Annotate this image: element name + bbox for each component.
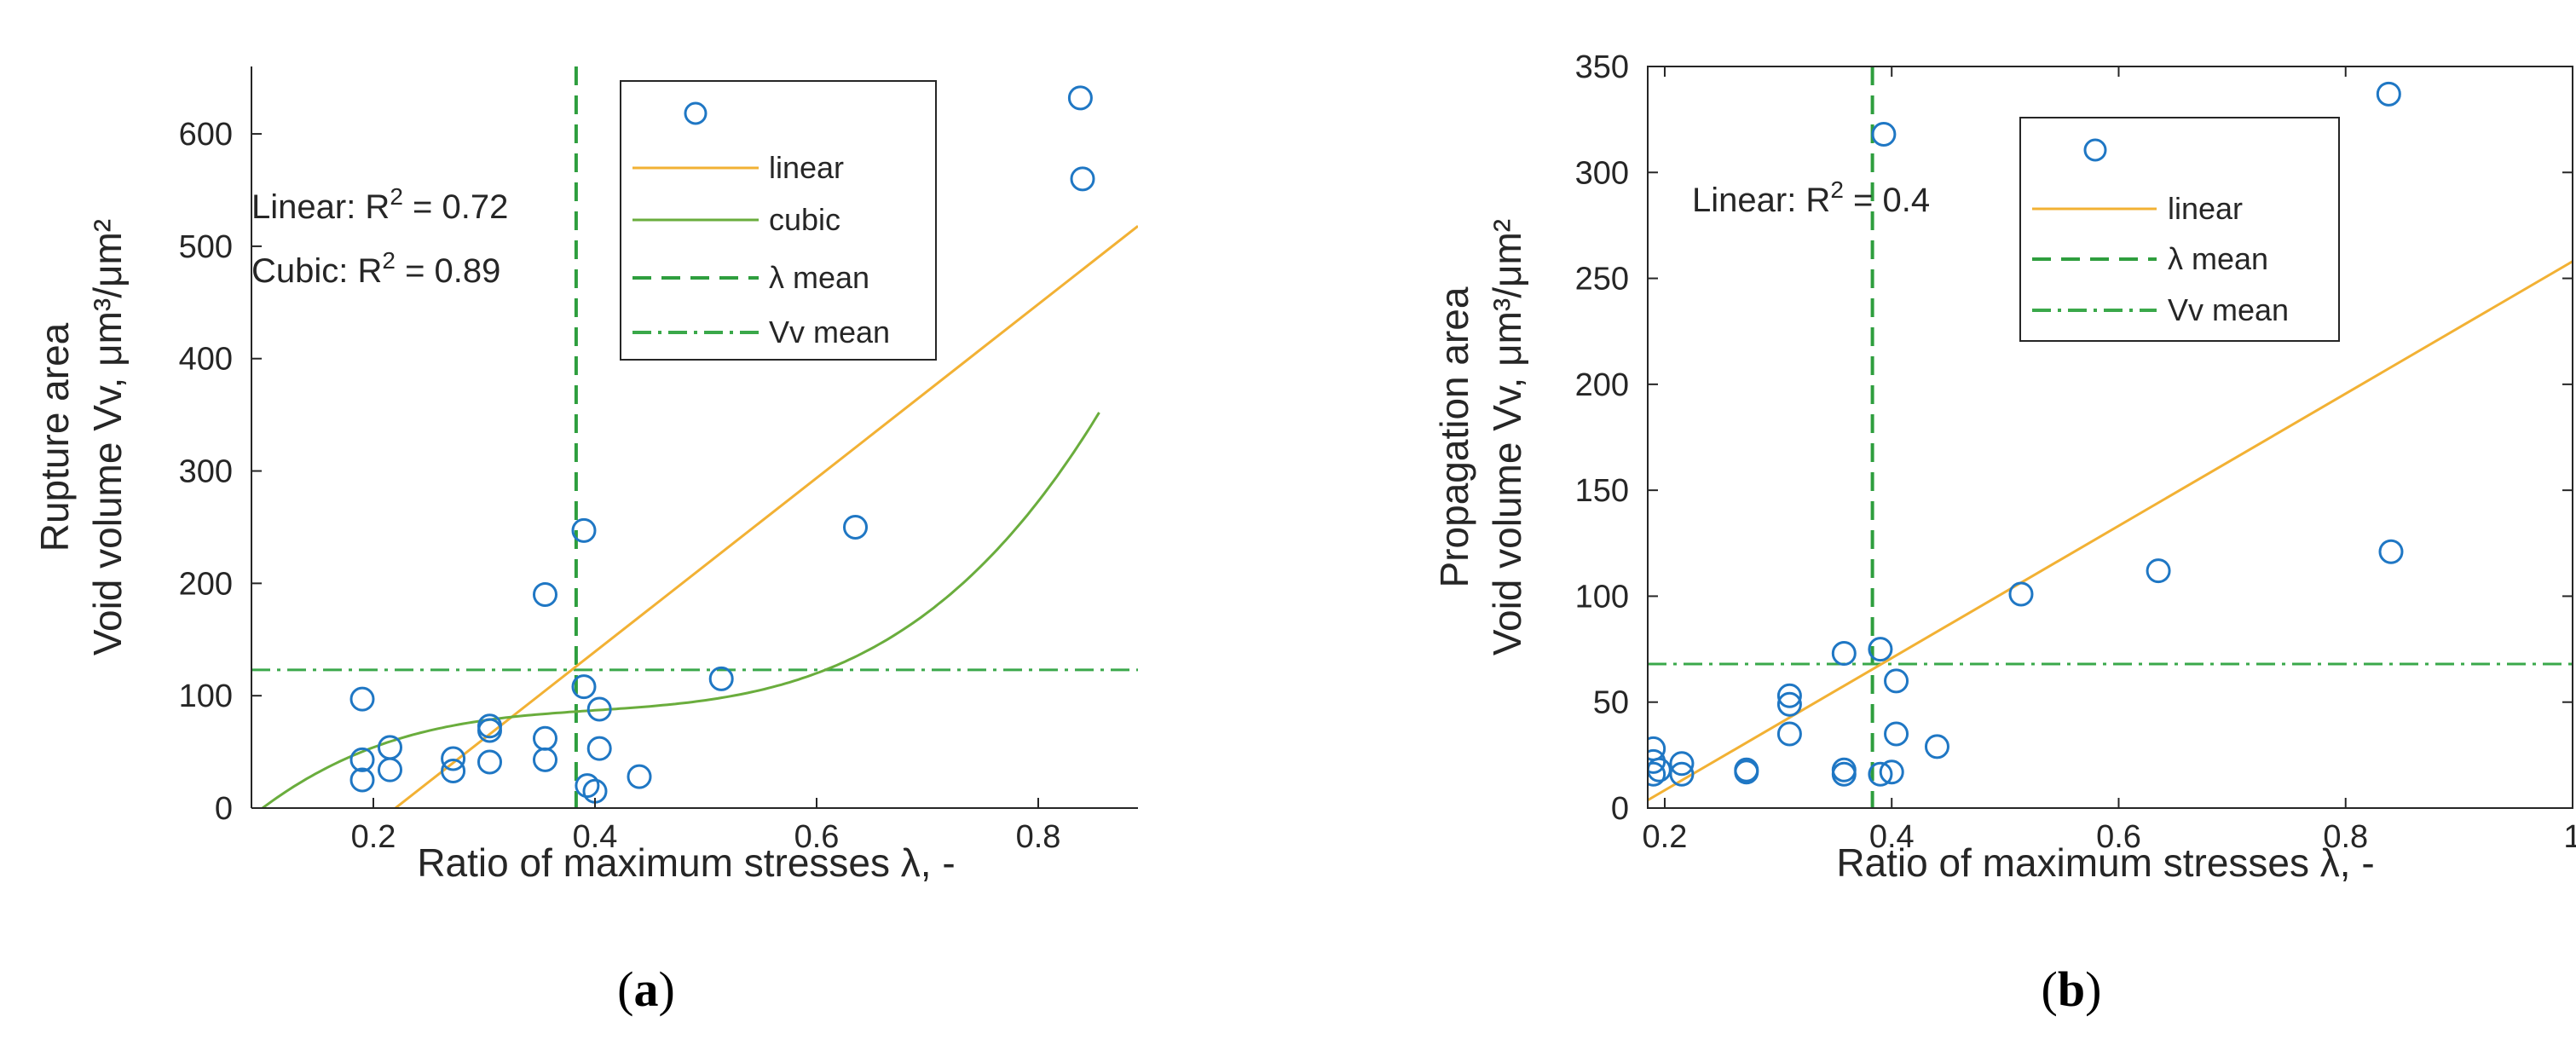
legend-label-vv-mean: Vv mean (769, 315, 890, 349)
y-tick-label: 0 (215, 791, 233, 827)
x-axis-label: Ratio of maximum stresses λ, - (417, 840, 955, 885)
y-tick-label: 600 (179, 117, 233, 153)
y-tick-label: 200 (179, 566, 233, 602)
data-point (441, 759, 466, 783)
legend-label-cubic: cubic (769, 202, 840, 237)
data-point (627, 764, 652, 789)
x-tick-label: 0.8 (1016, 819, 1061, 855)
y-axis-label-line2: Void volume Vv, μm³/μm² (1485, 219, 1529, 655)
annotation-linear-r2: Linear: R2 = 0.72 (251, 183, 508, 226)
data-point (1776, 683, 1802, 708)
legend: linear cubic λ mean Vv mean (620, 80, 937, 361)
data-point (1879, 759, 1904, 785)
linear-fit-line (1648, 260, 2573, 802)
y-tick-label: 0 (1611, 791, 1629, 827)
data-point (571, 517, 597, 543)
data-point (1734, 759, 1759, 785)
x-tick-label: 0.2 (351, 819, 396, 855)
panel-label-a: (a) (617, 961, 675, 1017)
data-point (1924, 734, 1949, 759)
data-point (708, 666, 734, 691)
data-point (1067, 85, 1093, 111)
chart-panel-a: 0.2 0.4 0.6 0.8 0 100 200 300 400 500 600 Linear: … (32, 66, 1138, 1017)
y-tick-label: 300 (1575, 155, 1629, 191)
data-point (533, 582, 557, 608)
data-point (1868, 761, 1893, 787)
x-tick-label: 0.4 (1869, 819, 1915, 855)
data-point (2376, 81, 2401, 107)
x-tick-label: 0.6 (2096, 819, 2141, 855)
y-axis-label-line2: Void volume Vv, μm³/μm² (85, 219, 130, 655)
x-tick-label: 0.4 (573, 819, 618, 855)
legend-box (2019, 117, 2340, 342)
data-point (1648, 761, 1666, 787)
y-tick-label: 50 (1593, 685, 1629, 721)
x-tick-label: 1 (2563, 819, 2576, 855)
data-point (477, 749, 502, 775)
data-point (1884, 721, 1909, 747)
data-point (349, 767, 375, 793)
data-point (1776, 721, 1802, 747)
annotation-cubic-r2: Cubic: R2 = 0.89 (251, 247, 500, 290)
y-tick-label: 250 (1575, 262, 1629, 297)
x-axis-label: Ratio of maximum stresses λ, - (1836, 840, 2374, 885)
panel-label-b: (b) (2042, 961, 2102, 1017)
data-point (378, 757, 402, 782)
legend-label-linear: linear (2168, 191, 2243, 226)
legend-marker-points (2083, 138, 2107, 162)
y-tick-label: 100 (1575, 579, 1629, 615)
y-axis-label-line1: Rupture area (32, 322, 77, 551)
data-point (1669, 751, 1695, 777)
data-point (349, 747, 375, 772)
legend: linear λ mean Vv mean (2019, 117, 2340, 342)
x-tick-label: 0.8 (2323, 819, 2368, 855)
data-point (1070, 166, 1095, 192)
annotation-linear-r2: Linear: R2 = 0.4 (1692, 176, 1930, 219)
y-tick-label: 200 (1575, 367, 1629, 403)
data-point (1884, 668, 1909, 694)
data-point (586, 696, 612, 722)
data-point (1669, 761, 1695, 787)
y-tick-label: 350 (1575, 49, 1629, 85)
y-tick-label: 500 (179, 229, 233, 265)
data-point (586, 736, 612, 761)
plot-area (1648, 66, 2573, 808)
y-tick-label: 400 (179, 342, 233, 378)
data-point (2146, 558, 2171, 584)
data-point (441, 746, 466, 771)
y-tick-label: 150 (1575, 473, 1629, 509)
x-tick-label: 0.2 (1643, 819, 1688, 855)
legend-label-linear: linear (769, 150, 844, 185)
data-point (477, 718, 502, 743)
data-point (1831, 761, 1857, 787)
data-point (349, 686, 375, 712)
cubic-fit-curve (260, 412, 1100, 808)
data-point (1868, 637, 1893, 662)
data-point (843, 514, 868, 540)
legend-label-vv-mean: Vv mean (2168, 292, 2289, 327)
data-point (571, 674, 597, 700)
data-point (1871, 122, 1897, 147)
legend-label-lambda-mean: λ mean (769, 260, 869, 295)
data-point (2378, 539, 2404, 564)
data-point (2008, 581, 2034, 607)
y-axis-label-line1: Propagation area (1432, 286, 1476, 587)
data-point (533, 747, 557, 772)
chart-panel-b: 0.2 0.4 0.6 0.8 1 0 50 100 150 200 250 300 350 Linea… (1432, 49, 2576, 1017)
data-point (575, 773, 600, 799)
legend-label-lambda-mean: λ mean (2168, 241, 2268, 276)
y-tick-label: 300 (179, 454, 233, 490)
x-tick-label: 0.6 (794, 819, 840, 855)
plot-area (251, 66, 1138, 808)
axes-box (1647, 66, 2573, 809)
legend-marker-points (684, 101, 708, 125)
data-point (1776, 691, 1802, 717)
linear-fit-line (395, 225, 1138, 808)
y-tick-label: 100 (179, 679, 233, 714)
data-point (1831, 641, 1857, 667)
